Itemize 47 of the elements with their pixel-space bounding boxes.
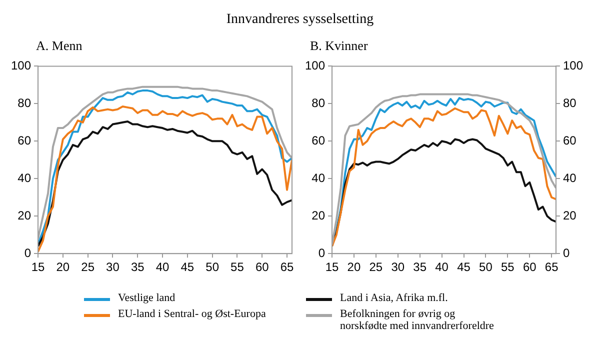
x-tick-label: 65: [544, 260, 559, 274]
chart-subtitle: B. Kvinner: [310, 38, 369, 55]
x-tick-label: 25: [369, 260, 383, 274]
legend-label: Land i Asia, Afrika m.fl.: [340, 292, 449, 304]
y2-tick-label: 60: [562, 133, 577, 148]
y-tick-label: 40: [312, 170, 326, 185]
chart-subtitle: A. Menn: [36, 38, 84, 55]
x-tick-label: 65: [280, 260, 294, 274]
y-tick-label: 80: [312, 96, 326, 110]
y2-tick-label: 100: [562, 58, 584, 73]
y2-tick-label: 80: [562, 96, 577, 110]
y-tick-label: 100: [304, 58, 326, 73]
y2-tick-label: 40: [562, 170, 577, 185]
x-tick-label: 60: [522, 260, 537, 274]
x-tick-label: 30: [391, 260, 405, 274]
y-tick-label: 20: [18, 208, 32, 222]
x-tick-label: 25: [81, 260, 95, 274]
y-tick-label: 0: [318, 246, 326, 260]
chart-title: Innvandreres sysselsetting: [225, 11, 375, 29]
x-tick-label: 30: [106, 260, 120, 274]
x-tick-label: 40: [435, 260, 449, 274]
x-tick-label: 55: [230, 260, 244, 274]
x-tick-label: 35: [413, 260, 427, 274]
x-tick-label: 20: [56, 260, 70, 274]
x-tick-label: 20: [347, 260, 361, 274]
y-tick-label: 20: [312, 208, 326, 222]
x-tick-label: 50: [479, 260, 493, 274]
y-tick-label: 100: [10, 58, 32, 73]
x-tick-label: 45: [457, 260, 471, 274]
y-tick-label: 0: [24, 246, 32, 260]
y-tick-label: 40: [18, 170, 32, 185]
x-tick-label: 15: [31, 260, 46, 274]
x-tick-label: 40: [156, 260, 170, 274]
x-tick-label: 15: [325, 260, 340, 274]
y2-tick-label: 0: [562, 246, 570, 260]
x-tick-label: 35: [130, 260, 145, 274]
y-tick-label: 80: [18, 96, 32, 110]
x-tick-label: 45: [180, 260, 194, 274]
y2-tick-label: 20: [562, 208, 577, 222]
x-tick-label: 55: [500, 260, 515, 274]
y-tick-label: 60: [312, 133, 326, 148]
x-tick-label: 60: [255, 260, 270, 274]
legend-label: Vestlige land: [118, 292, 176, 304]
y-tick-label: 60: [18, 133, 32, 148]
x-tick-label: 50: [206, 260, 220, 274]
legend-label: Befolkningen for øvrig og norskfødte med innvandrerforeldre: [340, 308, 495, 332]
legend-label: EU-land i Sentral- og Øst-Europa: [118, 308, 267, 320]
